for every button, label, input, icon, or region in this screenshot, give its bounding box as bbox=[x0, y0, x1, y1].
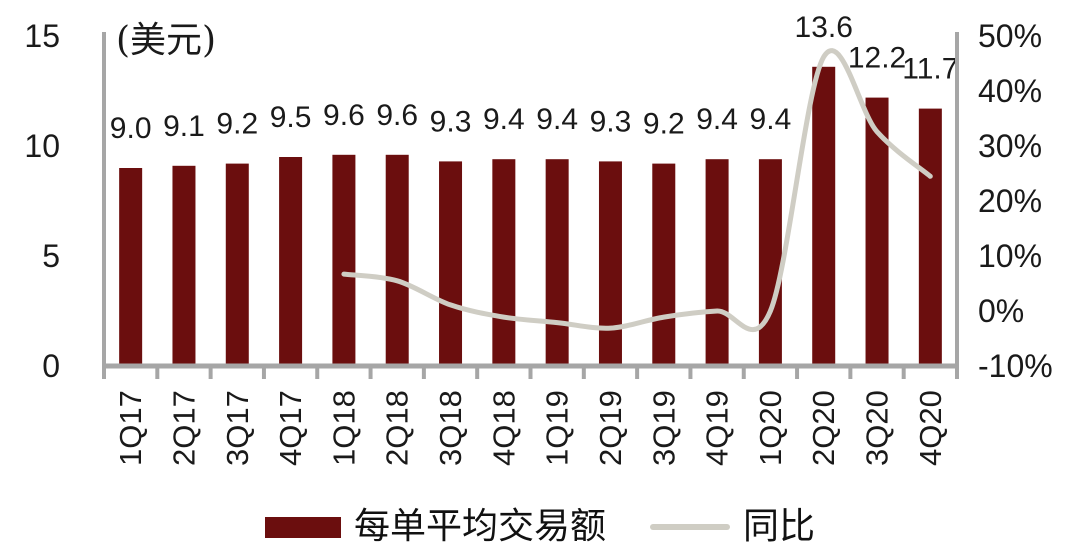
legend-item-line-series: 同比 bbox=[650, 509, 815, 545]
bar-value-label: 9.4 bbox=[483, 103, 525, 136]
bars-group: 9.0 9.1 9.2 9.5 9.6 9.6 9.3 9.4 9.4 9.3 9.2 9.4 9.4 1… bbox=[110, 11, 958, 367]
bar-3Q17 bbox=[225, 163, 249, 366]
right-axis-tick-label: 50% bbox=[978, 18, 1042, 54]
axes-group bbox=[102, 32, 959, 379]
x-category-label-3Q18: 3Q18 bbox=[433, 390, 468, 466]
bar-1Q18 bbox=[332, 154, 356, 366]
bar-3Q18 bbox=[439, 161, 463, 366]
bar-value-label: 12.2 bbox=[848, 42, 906, 75]
x-category-label-2Q20: 2Q20 bbox=[806, 390, 841, 466]
left-axis-tick-label: 5 bbox=[42, 238, 60, 274]
bar-4Q18 bbox=[492, 159, 516, 366]
bar-value-label: 9.3 bbox=[430, 105, 472, 138]
x-category-label-3Q19: 3Q19 bbox=[646, 390, 681, 466]
bar-value-label: 9.5 bbox=[270, 101, 312, 134]
bar-3Q19 bbox=[652, 163, 676, 366]
bar-1Q19 bbox=[545, 159, 569, 366]
bar-value-label: 9.2 bbox=[216, 108, 258, 141]
line-group bbox=[341, 48, 933, 332]
bar-2Q18 bbox=[385, 154, 409, 366]
bar-2Q20 bbox=[812, 66, 836, 367]
x-category-label-4Q19: 4Q19 bbox=[700, 390, 735, 466]
right-axis-tick-label: 10% bbox=[978, 238, 1042, 274]
bar-value-label: 9.0 bbox=[110, 112, 152, 145]
x-category-label-4Q17: 4Q17 bbox=[273, 390, 308, 466]
bar-1Q20 bbox=[758, 159, 782, 366]
bar-value-label: 9.4 bbox=[536, 103, 578, 136]
left-axis-tick-label: 10 bbox=[24, 128, 60, 164]
right-axis-tick-label: -10% bbox=[978, 348, 1053, 384]
tick-labels-group: 15 10 5 0 50% 40% 30% 20% 10% 0% -10% 1Q17 2Q17 3Q17 4… bbox=[24, 18, 1052, 466]
line-series-legend-label: 同比 bbox=[743, 506, 816, 547]
x-category-label-1Q19: 1Q19 bbox=[540, 390, 575, 466]
right-axis-tick-label: 40% bbox=[978, 73, 1042, 109]
x-category-label-2Q19: 2Q19 bbox=[593, 390, 628, 466]
yoy-line bbox=[341, 48, 933, 332]
bar-value-label: 9.2 bbox=[643, 108, 685, 141]
bar-series-swatch bbox=[264, 516, 341, 538]
bar-2Q19 bbox=[598, 161, 622, 366]
bar-3Q20 bbox=[865, 97, 889, 366]
bar-2Q17 bbox=[172, 165, 196, 366]
right-axis-tick-label: 20% bbox=[978, 183, 1042, 219]
x-category-label-4Q18: 4Q18 bbox=[486, 390, 521, 466]
right-axis-tick-label: 30% bbox=[978, 128, 1042, 164]
x-category-label-3Q17: 3Q17 bbox=[220, 390, 255, 466]
bar-value-label: 9.6 bbox=[376, 99, 418, 132]
x-category-label-4Q20: 4Q20 bbox=[913, 390, 948, 466]
x-category-label-2Q17: 2Q17 bbox=[166, 390, 201, 466]
x-category-label-2Q18: 2Q18 bbox=[380, 390, 415, 466]
chart-canvas: 9.0 9.1 9.2 9.5 9.6 9.6 9.3 9.4 9.4 9.3 9.2 9.4 9.41… bbox=[24, 11, 1052, 466]
bar-value-label: 13.6 bbox=[795, 11, 853, 44]
bar-value-label: 9.4 bbox=[750, 103, 792, 136]
left-axis-tick-label: 0 bbox=[42, 348, 60, 384]
bar-value-label: 11.7 bbox=[902, 53, 958, 86]
left-axis-tick-label: 15 bbox=[24, 18, 60, 54]
bar-value-label: 9.1 bbox=[163, 110, 205, 143]
bar-series-legend-label: 每单平均交易额 bbox=[353, 506, 606, 547]
line-series-swatch bbox=[650, 524, 730, 530]
bar-value-label: 9.6 bbox=[323, 99, 365, 132]
x-category-label-1Q20: 1Q20 bbox=[753, 390, 788, 466]
x-category-label-3Q20: 3Q20 bbox=[860, 390, 895, 466]
right-axis-tick-label: 0% bbox=[978, 293, 1024, 329]
left-axis-unit-label: (美元) bbox=[116, 20, 216, 61]
x-category-label-1Q17: 1Q17 bbox=[113, 390, 148, 466]
x-category-label-1Q18: 1Q18 bbox=[326, 390, 361, 466]
bar-4Q20 bbox=[918, 108, 942, 366]
bar-4Q17 bbox=[279, 157, 303, 366]
chart-legend: 每单平均交易额 同比 bbox=[0, 502, 1080, 552]
legend-item-bar-series: 每单平均交易额 bbox=[264, 506, 606, 547]
bar-4Q19 bbox=[705, 159, 729, 366]
bar-value-label: 9.3 bbox=[590, 105, 632, 138]
bar-value-label: 9.4 bbox=[696, 103, 738, 136]
bar-1Q17 bbox=[119, 168, 143, 366]
